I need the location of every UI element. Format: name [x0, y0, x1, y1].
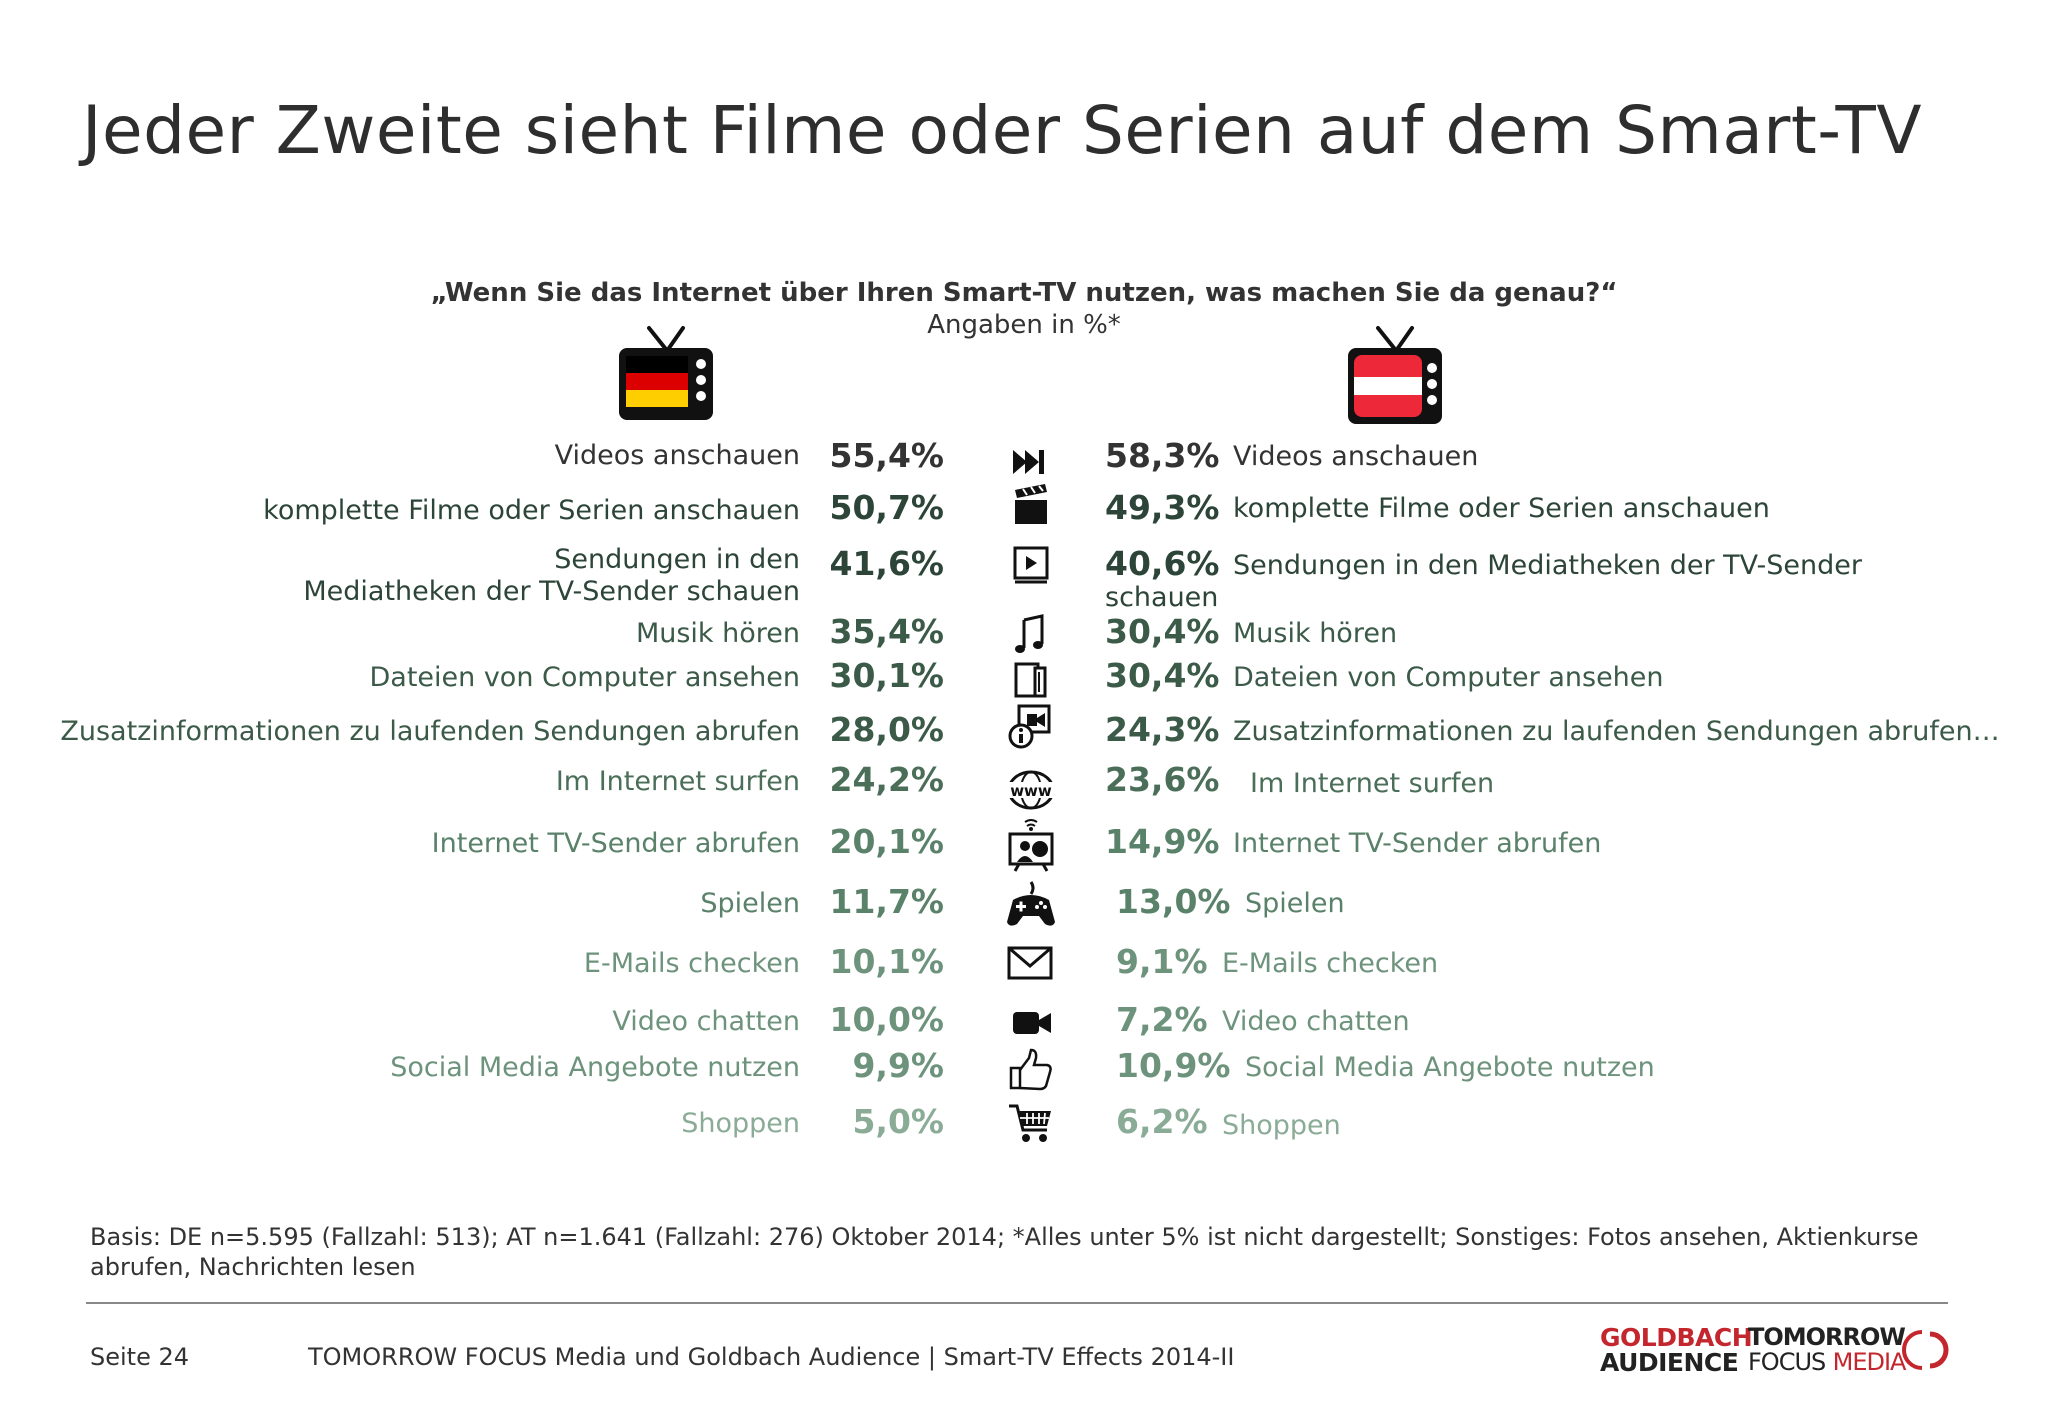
at-label: Internet TV-Sender abrufen	[1233, 828, 1602, 859]
at-label: Video chatten	[1222, 1006, 1410, 1037]
at-percent: 40,6%	[1105, 544, 1220, 583]
gamepad-icon	[1007, 881, 1055, 926]
de-percent: 9,9%	[852, 1046, 944, 1085]
fast-forward-icon	[1013, 450, 1044, 474]
de-label: Video chatten	[612, 1006, 800, 1037]
de-label: Videos anschauen	[554, 440, 800, 471]
tomorrow-focus-media-logo: TOMORROW FOCUS MEDIA	[1748, 1323, 1907, 1376]
at-percent: 9,1%	[1116, 942, 1208, 981]
page-number: Seite 24	[90, 1343, 190, 1371]
at-percent: 30,4%	[1105, 656, 1220, 695]
de-label-line-2: Mediatheken der TV-Sender schauen	[303, 576, 800, 607]
at-percent: 13,0%	[1116, 882, 1231, 921]
at-percent: 6,2%	[1116, 1102, 1208, 1141]
internet-tv-icon	[1008, 819, 1054, 872]
de-percent: 5,0%	[852, 1102, 944, 1141]
de-label: Zusatzinformationen zu laufenden Sendung…	[60, 716, 800, 747]
at-label: Social Media Angebote nutzen	[1245, 1052, 1655, 1083]
de-label: Dateien von Computer ansehen	[369, 662, 800, 693]
at-label: Musik hören	[1233, 618, 1398, 649]
tfm-logo-focus: FOCUS	[1748, 1348, 1826, 1376]
de-label: Social Media Angebote nutzen	[390, 1052, 800, 1083]
media-library-icon	[1013, 546, 1049, 584]
at-label: komplette Filme oder Serien anschauen	[1233, 493, 1770, 524]
de-label: Musik hören	[635, 618, 800, 649]
de-percent: 41,6%	[829, 544, 945, 583]
de-label-line-1: Sendungen in den	[554, 544, 800, 575]
tfm-ring-logo-icon	[1902, 1330, 1949, 1370]
at-percent: 30,4%	[1105, 612, 1220, 651]
thumbs-up-icon	[1009, 1048, 1052, 1091]
at-percent: 23,6%	[1105, 760, 1220, 799]
at-label: Spielen	[1245, 888, 1345, 919]
svg-text:www: www	[1010, 782, 1052, 800]
tfm-logo-line-1: TOMORROW	[1748, 1323, 1906, 1351]
de-percent: 28,0%	[829, 710, 945, 749]
video-camera-icon	[1013, 1012, 1051, 1034]
at-percent: 24,3%	[1105, 710, 1220, 749]
page-title: Jeder Zweite sieht Filme oder Serien auf…	[82, 92, 1923, 169]
at-label: Shoppen	[1222, 1110, 1341, 1141]
tfm-logo-media: MEDIA	[1832, 1348, 1907, 1376]
info-broadcast-icon	[1008, 704, 1051, 749]
germany-tv-icon	[619, 326, 713, 420]
de-label: Im Internet surfen	[555, 766, 800, 797]
at-percent: 10,9%	[1116, 1046, 1231, 1085]
at-label: Zusatzinformationen zu laufenden Sendung…	[1233, 716, 2000, 747]
at-label: Videos anschauen	[1233, 441, 1479, 472]
de-label: komplette Filme oder Serien anschauen	[263, 495, 800, 526]
de-percent: 24,2%	[829, 760, 945, 799]
envelope-icon	[1007, 946, 1053, 980]
at-percent: 7,2%	[1116, 1000, 1208, 1039]
www-globe-icon: www	[1007, 770, 1055, 810]
de-label: E-Mails checken	[583, 948, 800, 979]
survey-question: „Wenn Sie das Internet über Ihren Smart-…	[430, 278, 1618, 308]
at-percent: 14,9%	[1105, 822, 1220, 861]
de-label: Spielen	[700, 888, 800, 919]
at-label-line-2: schauen	[1105, 582, 1219, 613]
de-percent: 10,1%	[829, 942, 945, 981]
music-note-icon	[1015, 614, 1044, 653]
basis-note: Basis: DE n=5.595 (Fallzahl: 513); AT n=…	[90, 1223, 1919, 1281]
de-percent: 35,4%	[829, 612, 945, 651]
files-icon	[1014, 662, 1047, 698]
survey-unit-note: Angaben in %*	[927, 310, 1121, 340]
de-percent: 55,4%	[829, 436, 945, 475]
at-label: Dateien von Computer ansehen	[1233, 662, 1664, 693]
de-label: Shoppen	[681, 1108, 800, 1139]
de-percent: 10,0%	[829, 1000, 945, 1039]
at-label: Im Internet surfen	[1250, 768, 1495, 799]
at-percent: 49,3%	[1105, 488, 1220, 527]
at-percent: 58,3%	[1105, 436, 1220, 475]
de-percent: 20,1%	[829, 822, 945, 861]
de-label: Internet TV-Sender abrufen	[431, 828, 800, 859]
at-label-line-1: Sendungen in den Mediatheken der TV-Send…	[1233, 550, 1862, 581]
goldbach-audience-logo: GOLDBACH AUDIENCE	[1600, 1323, 1753, 1377]
de-percent: 11,7%	[829, 882, 945, 921]
shopping-cart-icon	[1009, 1104, 1051, 1142]
goldbach-logo-line-1: GOLDBACH	[1600, 1323, 1753, 1352]
austria-tv-icon	[1348, 326, 1442, 424]
de-percent: 30,1%	[829, 656, 945, 695]
at-label: E-Mails checken	[1222, 948, 1439, 979]
footer-source: TOMORROW FOCUS Media und Goldbach Audien…	[308, 1343, 1235, 1371]
clapperboard-icon	[1015, 484, 1047, 524]
de-percent: 50,7%	[829, 488, 945, 527]
footer-divider	[86, 1302, 1948, 1304]
goldbach-logo-line-2: AUDIENCE	[1600, 1348, 1739, 1377]
